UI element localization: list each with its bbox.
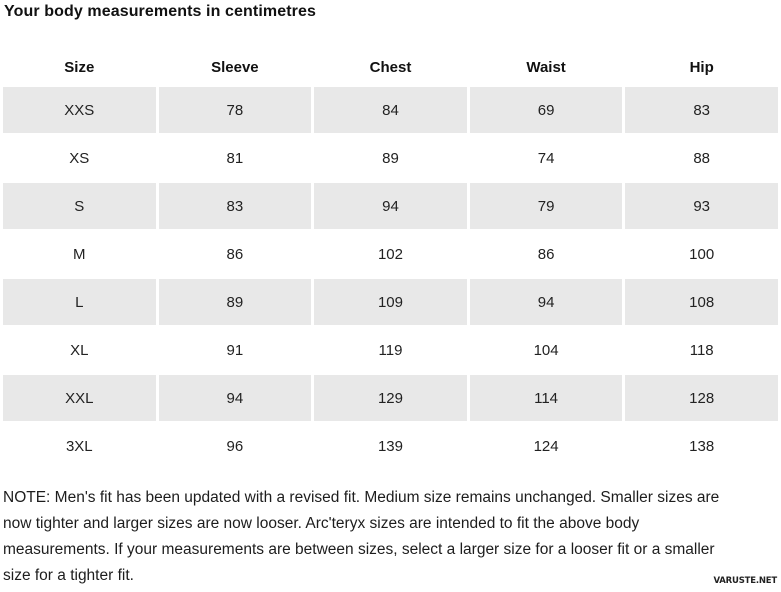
table-row: XL 91 119 104 118	[3, 327, 778, 373]
table-row: S 83 94 79 93	[3, 183, 778, 229]
waist-cell: 69	[469, 87, 623, 133]
hip-cell: 88	[693, 149, 711, 167]
hip-cell: 128	[625, 375, 778, 421]
column-header-hip: Hip	[689, 58, 714, 76]
size-cell: L	[3, 279, 156, 325]
chest-cell: 84	[314, 87, 467, 133]
note-line: measurements. If your measurements are b…	[3, 541, 715, 558]
column-header-chest: Chest	[369, 58, 412, 76]
note-line: NOTE: Men's fit has been updated with a …	[3, 489, 720, 506]
column-header-size: Size	[64, 58, 95, 76]
note-line: size for a tighter fit.	[3, 567, 134, 584]
sleeve-cell: 78	[158, 87, 312, 133]
size-cell: 3XL	[65, 437, 93, 455]
table-row: XS 81 89 74 88	[3, 135, 778, 181]
sleeve-cell: 96	[226, 437, 244, 455]
page-title: Your body measurements in centimetres	[4, 3, 316, 20]
table-row: XXS 78 84 69 83	[3, 87, 778, 133]
sleeve-cell: 83	[158, 183, 312, 229]
column-header-waist: Waist	[526, 58, 566, 76]
sleeve-cell: 89	[158, 279, 312, 325]
chest-cell: 139	[377, 437, 403, 455]
sleeve-cell: 81	[226, 149, 244, 167]
sleeve-cell: 86	[226, 245, 244, 263]
sleeve-cell: 91	[226, 341, 244, 359]
chest-cell: 102	[377, 245, 403, 263]
note: NOTE: Men's fit has been updated with a …	[3, 485, 781, 589]
waist-cell: 79	[469, 183, 623, 229]
chest-cell: 94	[314, 183, 467, 229]
size-cell: M	[73, 245, 86, 263]
table-row: XXL 94 129 114 128	[3, 375, 778, 421]
sleeve-cell: 94	[158, 375, 312, 421]
waist-cell: 94	[469, 279, 623, 325]
table-row: L 89 109 94 108	[3, 279, 778, 325]
size-cell: XXL	[3, 375, 156, 421]
size-cell: S	[3, 183, 156, 229]
hip-cell: 138	[689, 437, 715, 455]
waist-cell: 86	[537, 245, 555, 263]
header-row: Size Sleeve Chest Waist Hip	[3, 49, 778, 85]
chest-cell: 129	[314, 375, 467, 421]
size-cell: XS	[69, 149, 90, 167]
measurements-table: Size Sleeve Chest Waist Hip XXS 78 84 69 83 XS 81 8…	[0, 47, 781, 471]
hip-cell: 83	[625, 87, 778, 133]
table-row: M 86 102 86 100	[3, 231, 778, 277]
waist-cell: 114	[469, 375, 623, 421]
size-cell: XL	[70, 341, 89, 359]
chest-cell: 119	[378, 341, 403, 359]
hip-cell: 93	[625, 183, 778, 229]
size-cell: XXS	[3, 87, 156, 133]
waist-cell: 104	[533, 341, 559, 359]
table-row: 3XL 96 139 124 138	[3, 423, 778, 469]
waist-cell: 74	[537, 149, 555, 167]
chest-cell: 89	[382, 149, 399, 167]
column-header-sleeve: Sleeve	[211, 58, 259, 76]
hip-cell: 100	[689, 245, 715, 263]
hip-cell: 108	[625, 279, 778, 325]
note-line: now tighter and larger sizes are now loo…	[3, 515, 640, 532]
waist-cell: 124	[533, 437, 559, 455]
table-body: XXS 78 84 69 83 XS 81 89 74 88 S 83 94 79 93 M 86 102 86 10…	[3, 87, 778, 469]
hip-cell: 118	[689, 341, 714, 359]
chest-cell: 109	[314, 279, 467, 325]
watermark: VARUSTE.NET	[713, 576, 777, 586]
